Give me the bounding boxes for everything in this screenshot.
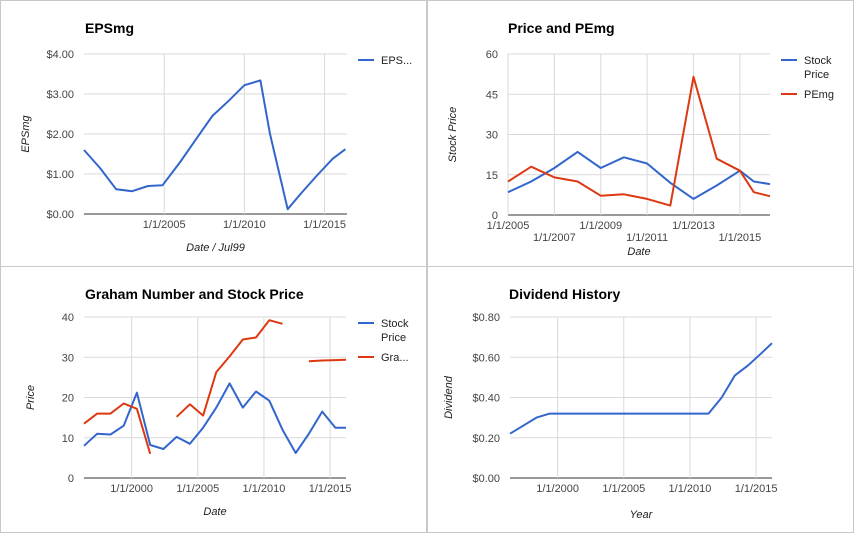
- y-tick-label: $0.60: [472, 352, 500, 364]
- y-tick-label: 10: [62, 433, 74, 445]
- x-axis-label: Year: [630, 509, 654, 521]
- chart-title: Graham Number and Stock Price: [85, 286, 304, 302]
- legend-label: EPS...: [381, 55, 412, 67]
- y-tick-label: $0.40: [472, 393, 500, 405]
- y-tick-label: 30: [486, 130, 498, 142]
- x-tick-label: 1/1/2015: [309, 483, 352, 495]
- series-line-pemg: [507, 75, 771, 207]
- x-tick-label: 1/1/2010: [243, 483, 286, 495]
- y-tick-label: 0: [492, 210, 498, 222]
- chart-svg-epsmg: EPSmg $0.00 $1.00 $2.00 $3.00 $4.00 1/1/2005 1/…: [20, 20, 412, 254]
- y-tick-label: $0.00: [472, 473, 500, 485]
- chart-svg-price-pemg: Price and PEmg0153045601/1/20051/1/20071…: [447, 20, 834, 258]
- y-tick-label: $3.00: [46, 89, 74, 101]
- x-axis-label: Date / Jul99: [186, 242, 245, 254]
- x-tick-label: 1/1/2007: [533, 232, 576, 244]
- x-tick-label: 1/1/2015: [303, 219, 346, 231]
- y-tick-label: 30: [62, 352, 74, 364]
- chart-panel-epsmg: EPSmg $0.00 $1.00 $2.00 $3.00 $4.00 1/1/2005 1/…: [0, 0, 427, 267]
- legend-label: Stock Price: [381, 318, 409, 344]
- chart-title: EPSmg: [85, 20, 134, 36]
- series-line-gra: [175, 319, 283, 418]
- y-axis-label: Stock Price: [447, 107, 459, 163]
- x-tick-label: 1/1/2005: [602, 483, 645, 495]
- x-tick-label: 1/1/2005: [176, 483, 219, 495]
- y-tick-label: 15: [486, 170, 498, 182]
- series-line-eps: [83, 79, 346, 211]
- chart-panel-price-pemg: Price and PEmg 0 15 30 45 60 1/1/2005 1/1/2007 1…: [427, 0, 854, 267]
- y-tick-label: 20: [62, 393, 74, 405]
- legend-label-line: Stock: [381, 318, 409, 330]
- legend-label-line: Stock: [804, 55, 832, 67]
- legend-label: Stock Price: [804, 55, 832, 81]
- y-tick-label: $0.00: [46, 209, 74, 221]
- series-line-gra: [83, 402, 152, 455]
- x-tick-label: 1/1/2011: [626, 232, 668, 244]
- x-tick-label: 1/1/2005: [487, 220, 530, 232]
- chart-title: Price and PEmg: [508, 20, 615, 36]
- x-tick-label: 1/1/2005: [143, 219, 186, 231]
- series-line-stock-price: [83, 382, 346, 454]
- x-tick-label: 1/1/2000: [110, 483, 153, 495]
- y-tick-label: $2.00: [46, 129, 74, 141]
- series-line-main: [509, 342, 773, 435]
- y-axis-label: Dividend: [443, 375, 455, 419]
- x-tick-label: 1/1/2000: [536, 483, 579, 495]
- chart-svg-dividend: Dividend History $0.00 $0.20 $0.40 $0.60 $0.8…: [443, 286, 778, 521]
- y-tick-label: $4.00: [46, 49, 74, 61]
- legend-label: Gra...: [381, 352, 409, 364]
- x-tick-label: 1/1/2009: [579, 220, 622, 232]
- series-line-stock-price: [507, 150, 771, 200]
- chart-title: Dividend History: [509, 286, 620, 302]
- y-tick-label: $1.00: [46, 169, 74, 181]
- y-tick-label: 60: [486, 49, 498, 61]
- y-tick-label: $0.20: [472, 433, 500, 445]
- y-tick-label: 0: [68, 473, 74, 485]
- legend-label-line: Price: [804, 69, 829, 81]
- y-tick-label: 45: [486, 89, 498, 101]
- x-tick-label: 1/1/2015: [718, 232, 761, 244]
- x-tick-label: 1/1/2010: [669, 483, 712, 495]
- y-axis-label: EPSmg: [20, 114, 32, 152]
- legend-label: PEmg: [804, 89, 834, 101]
- chart-panel-dividend: Dividend History $0.00 $0.20 $0.40 $0.60 $0.8…: [427, 266, 854, 533]
- x-tick-label: 1/1/2013: [672, 220, 715, 232]
- y-tick-label: $0.80: [472, 312, 500, 324]
- y-tick-label: 40: [62, 312, 74, 324]
- legend-label-line: Price: [381, 332, 406, 344]
- y-axis-label: Price: [25, 385, 37, 410]
- x-tick-label: 1/1/2010: [223, 219, 266, 231]
- chart-svg-graham: Graham Number and Stock Price 0 10 20 30 40 1/…: [25, 286, 409, 518]
- series-line-gra: [308, 358, 347, 363]
- x-axis-label: Date: [203, 506, 226, 518]
- x-axis-label: Date: [627, 246, 650, 258]
- x-tick-label: 1/1/2015: [735, 483, 778, 495]
- chart-panel-graham: Graham Number and Stock Price 0 10 20 30 40 1/…: [0, 266, 427, 533]
